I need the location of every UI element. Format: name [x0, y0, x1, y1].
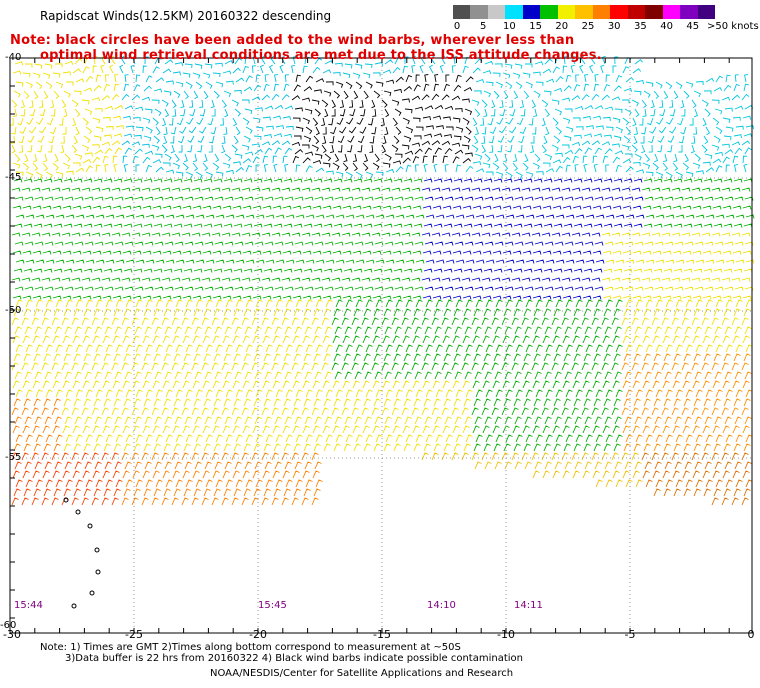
note-line-2: optimal wind retrieval conditions are me…	[40, 48, 602, 63]
note-line-1: Note: black circles have been added to t…	[10, 33, 575, 48]
lat-label-40: -40	[5, 52, 22, 63]
map-title: Rapidscat Winds(12.5KM) 20160322 descend…	[40, 9, 332, 23]
wind-barbs	[9, 55, 755, 609]
legend-swatch	[487, 5, 506, 19]
legend-label: 45	[686, 21, 700, 32]
wind-barb-group	[119, 55, 449, 179]
wind-barb-group	[9, 55, 755, 452]
legend-swatch	[680, 5, 699, 19]
legend-swatch	[453, 5, 471, 19]
wind-barb-group	[11, 398, 323, 506]
lon-label-30: -30	[3, 628, 21, 641]
legend-swatch	[470, 5, 489, 19]
footnote-line-2: 3)Data buffer is 22 hrs from 20160322 4)…	[65, 653, 523, 664]
legend-label: 10	[503, 21, 516, 32]
wind-barb-group	[11, 452, 123, 506]
lon-label-5: -5	[624, 628, 636, 641]
wind-barb-group	[421, 452, 643, 488]
legend-swatch	[592, 5, 611, 19]
legend-swatch	[645, 5, 664, 19]
legend-label: 40	[660, 21, 673, 32]
wind-barb-group	[291, 74, 474, 172]
legend-swatch	[627, 5, 646, 19]
lon-label-20: -20	[249, 628, 267, 641]
lon-label-15: -15	[373, 628, 391, 641]
contamination-circle	[87, 523, 93, 529]
contamination-circle	[89, 590, 95, 596]
footnote-line-1: Note: 1) Times are GMT 2)Times along bot…	[40, 642, 461, 653]
wind-barb-group	[621, 353, 753, 452]
wind-barb-group	[641, 452, 753, 506]
wind-barb-group	[451, 55, 755, 179]
wind-barb-group	[421, 178, 645, 300]
legend-swatch	[505, 5, 524, 19]
legend-label: >50 knots	[707, 21, 759, 32]
legend-swatch	[522, 5, 541, 19]
lat-label-55: -55	[5, 452, 22, 463]
legend-label: 15	[529, 21, 542, 32]
lat-label-50: -50	[5, 305, 22, 316]
contamination-circle	[95, 569, 101, 575]
wind-barb-group	[11, 178, 755, 452]
time-label-1545: 15:45	[258, 600, 287, 611]
lon-label-0: 0	[747, 628, 755, 641]
lon-label-10: -10	[497, 628, 515, 641]
time-label-1544: 15:44	[14, 600, 43, 611]
time-label-1411: 14:11	[514, 600, 543, 611]
lon-label-25: -25	[125, 628, 143, 641]
legend-swatch	[557, 5, 576, 19]
contamination-circle	[94, 547, 100, 553]
legend-label: 35	[634, 21, 647, 32]
axis-ticks	[9, 57, 730, 633]
legend-swatch	[540, 5, 559, 19]
legend-label: 0	[453, 21, 461, 32]
time-label-1410: 14:10	[427, 600, 456, 611]
credit-line: NOAA/NESDIS/Center for Satellite Applica…	[210, 668, 514, 679]
contamination-circle	[71, 603, 77, 609]
legend-label: 30	[607, 21, 621, 32]
wind-speed-legend: 0 5 10 15 20 25 30 35 40 45 >50 knots	[453, 5, 759, 35]
legend-swatch	[697, 5, 716, 19]
legend-label: 20	[555, 21, 569, 32]
legend-swatch	[575, 5, 594, 19]
map-frame	[9, 57, 753, 634]
lat-label-45: -45	[5, 172, 22, 183]
contamination-circle	[63, 497, 69, 503]
contamination-circle	[75, 509, 81, 515]
lat-label-60: -60	[0, 620, 17, 631]
legend-label: 25	[581, 21, 595, 32]
legend-swatch	[662, 5, 681, 19]
legend-swatch	[610, 5, 629, 19]
legend-label: 5	[480, 21, 487, 32]
